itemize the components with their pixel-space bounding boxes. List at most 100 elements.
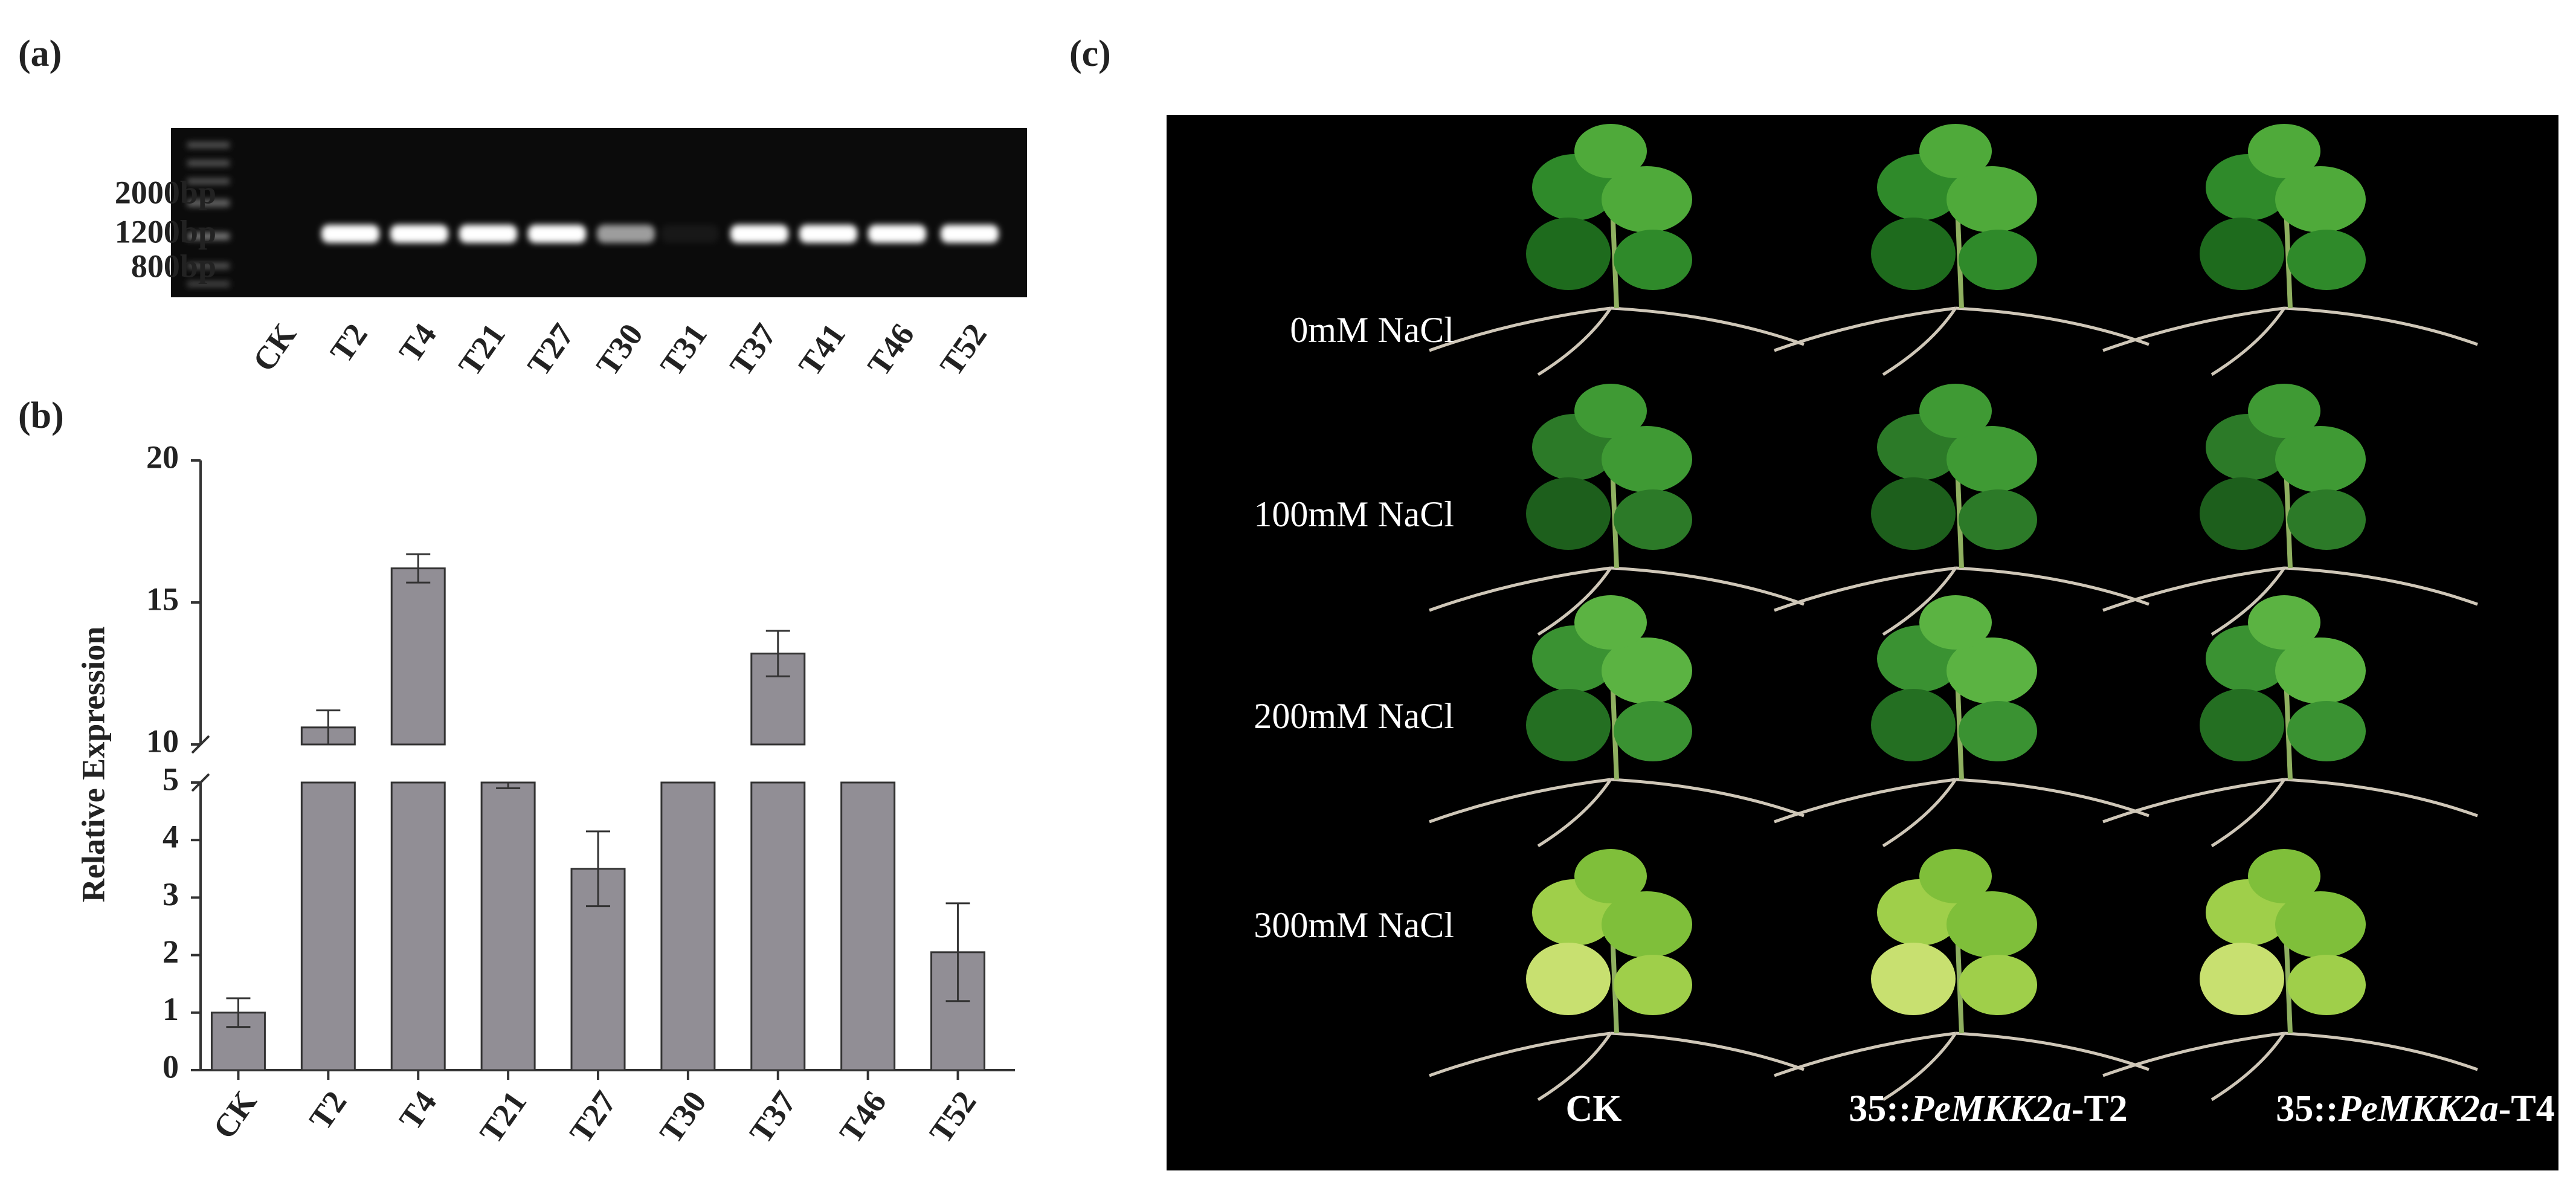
leaf — [2275, 891, 2366, 958]
gel-band — [321, 225, 379, 243]
root — [1774, 566, 2149, 636]
leaf — [1871, 943, 1956, 1015]
leaf — [1871, 477, 1956, 550]
leaf — [1602, 426, 1692, 492]
bar — [480, 781, 536, 1071]
leaf — [1919, 849, 1992, 903]
root — [1429, 1031, 1805, 1102]
bar — [390, 781, 446, 1071]
leaf — [1959, 955, 2037, 1015]
gel-band — [459, 225, 517, 243]
ladder-label: 800bp — [131, 248, 216, 284]
root — [1774, 1031, 2149, 1102]
plants — [1429, 124, 2478, 1102]
root — [1429, 778, 1805, 848]
gel-band — [941, 225, 999, 243]
leaf — [2287, 701, 2366, 761]
lane-label: T31 — [653, 317, 714, 382]
bar-upper — [390, 567, 446, 746]
leaf — [1959, 230, 2037, 290]
x-tick-label: T27 — [562, 1085, 623, 1150]
label-part: -T4 — [2499, 1088, 2555, 1129]
leaf — [2200, 689, 2284, 761]
root — [2102, 566, 2478, 636]
root — [1429, 306, 1805, 376]
gel-band — [868, 225, 926, 243]
leaf — [1526, 943, 1611, 1015]
column-label: 35::PeMKK2a-T4 — [2276, 1088, 2555, 1129]
leaf — [1959, 489, 2037, 550]
row-label: 300mM NaCl — [1254, 905, 1454, 945]
x-tick-label: T37 — [742, 1085, 803, 1150]
lane-label: T30 — [589, 317, 650, 382]
label-part: -T2 — [2072, 1088, 2128, 1129]
lane-label: T37 — [723, 317, 784, 382]
gel-band — [799, 225, 857, 243]
x-tick-label: T21 — [472, 1085, 533, 1150]
y-tick-label: 1 — [163, 991, 179, 1027]
y-tick-label: 20 — [146, 439, 179, 475]
row-label: 100mM NaCl — [1254, 494, 1454, 534]
leaf — [2287, 230, 2366, 290]
leaf — [2200, 218, 2284, 290]
bar — [840, 781, 896, 1071]
leaf — [1946, 166, 2037, 233]
leaf — [1526, 689, 1611, 761]
leaf — [1602, 891, 1692, 958]
gel-band — [597, 225, 655, 243]
column-label: 35::PeMKK2a-T2 — [1849, 1088, 2128, 1129]
leaf — [1959, 701, 2037, 761]
root — [1429, 566, 1805, 636]
leaf — [1946, 891, 2037, 958]
root — [1774, 306, 2149, 376]
leaf — [1919, 595, 1992, 650]
panel-label: (a) — [18, 33, 62, 74]
row-label: 0mM NaCl — [1290, 310, 1454, 350]
root — [2102, 778, 2478, 848]
lane-label: T41 — [791, 317, 852, 382]
leaf — [1614, 489, 1692, 550]
column-label: CK — [1566, 1088, 1622, 1129]
gel — [171, 128, 1027, 297]
x-tick-label: T2 — [302, 1085, 353, 1137]
label-part: PeMKK2a — [1911, 1088, 2072, 1129]
leaf — [2248, 384, 2320, 438]
bar — [300, 781, 356, 1071]
y-tick-label: 4 — [163, 819, 179, 855]
leaf — [1919, 124, 1992, 178]
label-part: 35:: — [2276, 1088, 2338, 1129]
leaf — [2248, 124, 2320, 178]
ladder — [187, 142, 230, 287]
gel-band — [390, 225, 448, 243]
label-part: 35:: — [1849, 1088, 1911, 1129]
bar — [750, 781, 806, 1071]
leaf — [1871, 218, 1956, 290]
leaf — [1946, 637, 2037, 704]
leaf — [1574, 595, 1647, 650]
leaf — [1574, 124, 1647, 178]
lane-label: T4 — [392, 317, 443, 369]
leaf — [2287, 489, 2366, 550]
leaf — [1614, 701, 1692, 761]
lane-label: T52 — [933, 317, 994, 382]
x-tick-label: CK — [206, 1085, 264, 1146]
leaf — [1526, 477, 1611, 550]
ladder-label: 2000bp — [115, 174, 216, 210]
label-part: PeMKK2a — [2338, 1088, 2499, 1129]
leaf — [1574, 384, 1647, 438]
lane-label: T2 — [323, 317, 375, 369]
y-axis-title: Relative Expression — [75, 627, 111, 903]
leaf — [1602, 166, 1692, 233]
x-tick-label: T30 — [652, 1085, 713, 1150]
leaf — [2200, 943, 2284, 1015]
lane-label: T46 — [860, 317, 921, 382]
leaf — [1526, 218, 1611, 290]
y-tick-label: 10 — [146, 723, 179, 759]
x-tick-label: T52 — [923, 1085, 984, 1150]
leaf — [2275, 637, 2366, 704]
leaf — [1946, 426, 2037, 492]
bar — [660, 781, 716, 1071]
leaf — [1919, 384, 1992, 438]
leaf — [2200, 477, 2284, 550]
